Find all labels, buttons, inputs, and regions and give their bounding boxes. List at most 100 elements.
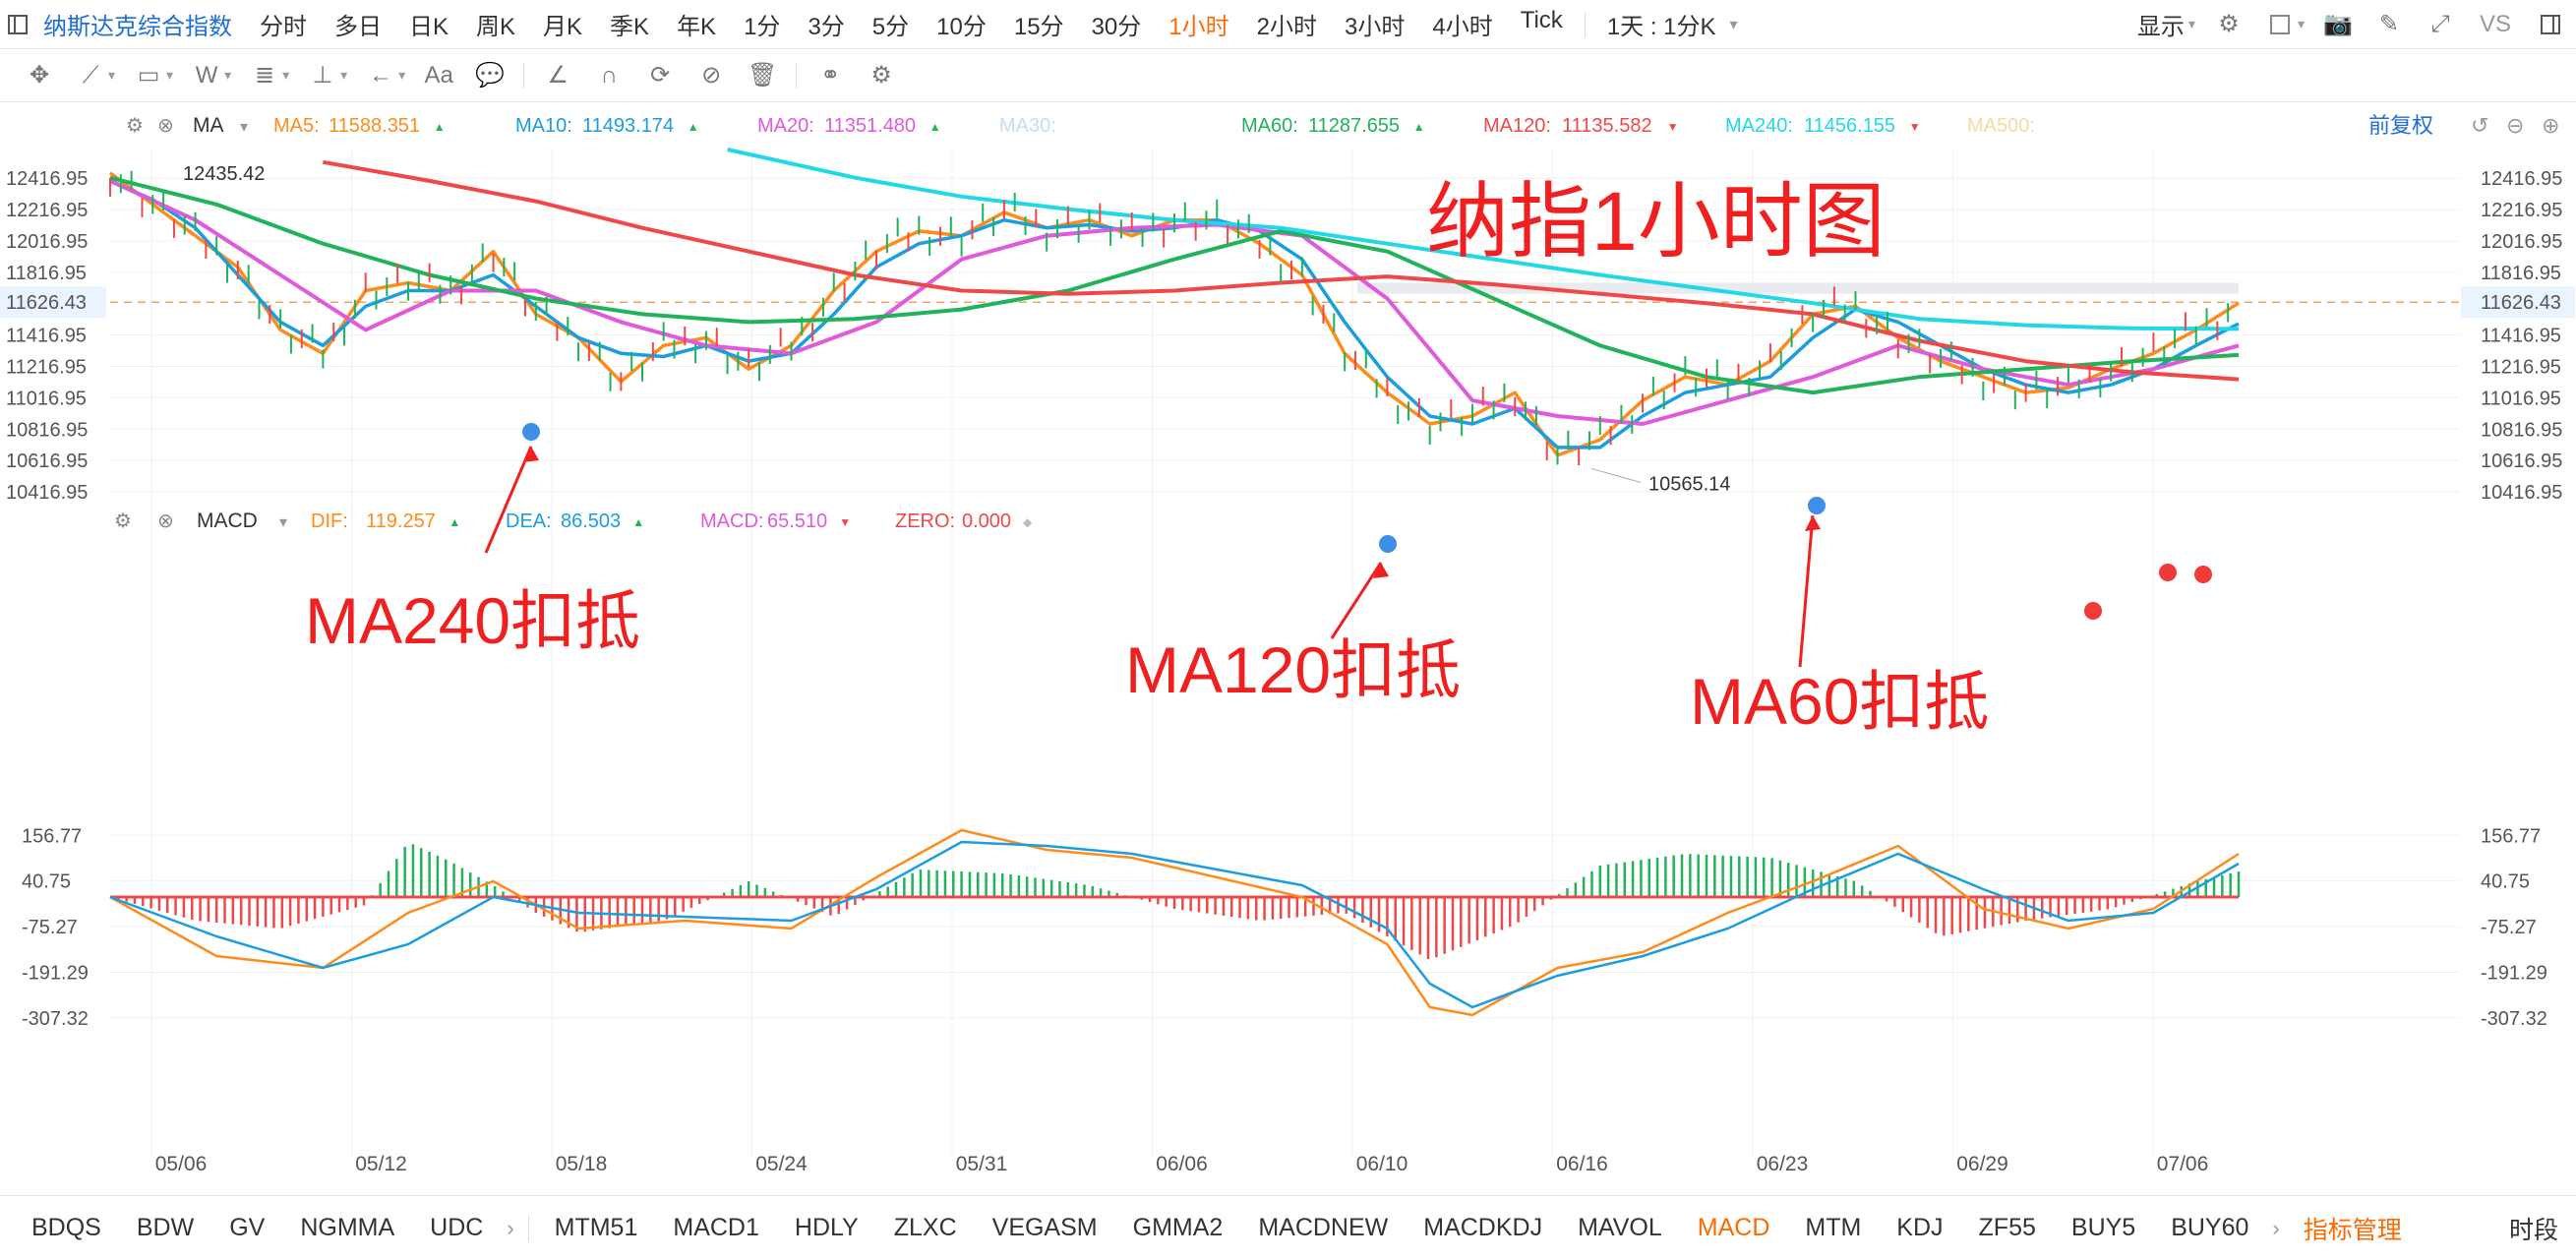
index-title[interactable]: 纳斯达克综合指数 [43, 14, 232, 40]
indicator-tab[interactable]: NGMMA [300, 1214, 395, 1241]
period-tab[interactable]: 3小时 [1344, 14, 1406, 40]
chevron-right-icon[interactable]: › [2272, 1215, 2280, 1240]
legend-value: 11456.155 [1804, 115, 1895, 137]
close-icon[interactable]: ⊗ [157, 510, 174, 532]
indicator-tab[interactable]: BDW [136, 1214, 195, 1241]
hide-icon[interactable]: ⊘ [701, 62, 722, 89]
sync-icon[interactable]: ⟳ [650, 62, 671, 89]
price-adjust-option[interactable]: 前复权 [2368, 113, 2433, 138]
chevron-down-icon[interactable]: ▾ [1729, 16, 1738, 33]
camera-icon[interactable]: 📷 [2323, 11, 2353, 37]
settings-icon[interactable]: ⚙ [114, 510, 132, 532]
indicator-tab[interactable]: MACDNEW [1258, 1214, 1389, 1241]
layout-icon[interactable] [2260, 5, 2300, 44]
link-icon[interactable]: ⚭ [820, 62, 841, 89]
chevron-down-icon[interactable]: ▾ [279, 514, 287, 531]
chevron-right-icon[interactable]: › [507, 1215, 514, 1240]
period-tab[interactable]: 季K [610, 14, 650, 40]
period-tab[interactable]: 2小时 [1256, 14, 1317, 40]
indicator-manage-button[interactable]: 指标管理 [2303, 1216, 2402, 1244]
y-tick-label: -75.27 [22, 917, 78, 938]
settings-icon[interactable]: ⚙ [870, 62, 892, 89]
session-button[interactable]: 时段 [2508, 1216, 2558, 1244]
indicator-tab[interactable]: VEGASM [991, 1214, 1098, 1241]
indicator-tab[interactable]: MACD [1697, 1214, 1770, 1241]
period-tab[interactable]: Tick [1520, 7, 1563, 33]
indicator-tab[interactable]: ZF55 [1978, 1214, 2036, 1241]
move-icon[interactable]: ✥ [29, 62, 50, 89]
period-tab[interactable]: 15分 [1013, 14, 1064, 40]
legend-value: 11287.655 [1308, 115, 1400, 137]
indicator-tab[interactable]: GV [229, 1214, 266, 1241]
period-tab[interactable]: 日K [409, 14, 449, 40]
period-tab[interactable]: 1分 [744, 14, 781, 40]
period-tab[interactable]: 1小时 [1168, 14, 1229, 40]
fibonacci-tool-icon[interactable]: ≣ [255, 62, 275, 89]
period-tab[interactable]: 多日 [334, 14, 382, 40]
chart-canvas[interactable]: ⚙ ⊗ MA ▾ MA5: 11588.351 ▲ MA10: 11493.174 ▲ MA… [0, 102, 2576, 1195]
ma-indicator-name[interactable]: MA [193, 114, 224, 137]
settings-icon[interactable]: ⚙ [126, 115, 144, 137]
indicator-tab[interactable]: BDQS [31, 1214, 101, 1241]
compare-button[interactable]: VS [2479, 10, 2511, 37]
indicator-list-left: BDQS BDW GV NGMMA UDC [0, 1214, 501, 1242]
indicator-list-right: MTM51 MACD1 HDLY ZLXC VEGASM GMMA2 MACDNEW MACD… [537, 1214, 2267, 1242]
y-tick-label: 12216.95 [6, 200, 88, 221]
panel-toggle-icon[interactable] [2531, 5, 2570, 44]
rectangle-tool-icon[interactable]: ▭ [137, 62, 160, 89]
period-tab[interactable]: 年K [677, 14, 717, 40]
fullscreen-icon[interactable]: ⤢ [2430, 10, 2450, 37]
period-tab[interactable]: 月K [543, 14, 583, 40]
text-tool-icon[interactable]: Aa [424, 61, 453, 89]
indicator-tab[interactable]: MTM [1805, 1214, 1862, 1241]
indicator-tab[interactable]: BUY60 [2171, 1214, 2249, 1241]
kline-setting-select[interactable]: 1天 : 1分K [1606, 14, 1716, 40]
zoom-in-icon[interactable]: ⊕ [2542, 113, 2559, 138]
y-tick-label: 40.75 [22, 871, 71, 893]
indicator-tab[interactable]: MACDKDJ [1423, 1214, 1543, 1241]
period-tab[interactable]: 30分 [1091, 14, 1142, 40]
indicator-tab[interactable]: KDJ [1896, 1214, 1944, 1241]
wave-tool-icon[interactable]: W [195, 61, 218, 89]
line-tool-icon[interactable]: ⟋ [82, 61, 99, 89]
macd-indicator-name[interactable]: MACD [197, 510, 258, 532]
arrow-tool-icon[interactable]: ← [369, 61, 393, 89]
measure-tool-icon[interactable]: ⊥ [312, 62, 333, 89]
price-tag-right [2461, 286, 2575, 319]
x-tick-label: 06/10 [1356, 1153, 1408, 1175]
period-tab[interactable]: 3分 [808, 14, 845, 40]
settings-icon[interactable]: ⚙ [2218, 11, 2240, 37]
zoom-out-icon[interactable]: ⊖ [2506, 113, 2524, 138]
angle-tool-icon[interactable]: ∠ [547, 62, 569, 89]
x-tick-label: 05/06 [155, 1153, 208, 1175]
low-label: 10565.14 [1648, 473, 1730, 495]
period-tab[interactable]: 4小时 [1432, 14, 1493, 40]
indicator-tab[interactable]: MACD1 [673, 1214, 759, 1241]
comment-tool-icon[interactable]: 💬 [475, 62, 506, 89]
y-tick-label: 11416.95 [6, 326, 87, 347]
trend-icon: ▲ [688, 120, 699, 134]
y-tick-label: 11216.95 [6, 357, 87, 379]
legend-value: 0.000 [962, 510, 1011, 532]
indicator-tab[interactable]: UDC [430, 1214, 484, 1241]
pen-icon[interactable]: ✎ [2378, 11, 2400, 37]
indicator-tab[interactable]: ZLXC [893, 1214, 957, 1241]
period-tab[interactable]: 分时 [260, 14, 307, 40]
indicator-tab[interactable]: HDLY [794, 1214, 859, 1241]
indicator-tab[interactable]: MTM51 [554, 1214, 638, 1241]
chevron-down-icon[interactable]: ▾ [240, 119, 248, 136]
indicator-tab[interactable]: GMMA2 [1132, 1214, 1224, 1241]
period-tab[interactable]: 5分 [871, 14, 910, 40]
indicator-tab[interactable]: MAVOL [1578, 1214, 1662, 1241]
indicator-tab[interactable]: BUY5 [2070, 1214, 2136, 1241]
magnet-icon[interactable]: ∩ [600, 61, 618, 89]
display-menu[interactable]: 显示 [2136, 14, 2185, 40]
period-tab[interactable]: 10分 [936, 14, 987, 40]
trend-icon: ▲ [1413, 120, 1425, 134]
trend-icon: ◆ [1023, 515, 1033, 529]
delete-icon[interactable]: 🗑 [747, 62, 778, 89]
close-icon[interactable]: ⊗ [157, 115, 174, 137]
reset-icon[interactable]: ↺ [2471, 113, 2488, 138]
period-tab[interactable]: 周K [476, 14, 516, 40]
sidebar-toggle-icon[interactable] [4, 5, 31, 44]
